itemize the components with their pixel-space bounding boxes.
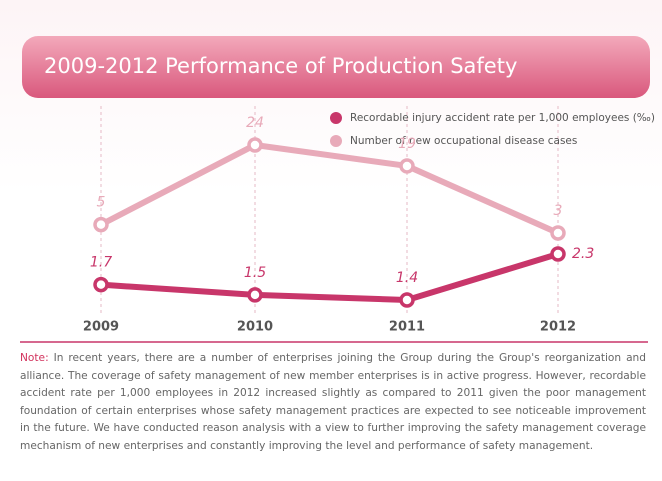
chart-title: 2009-2012 Performance of Production Safe… xyxy=(44,54,517,78)
x-tick-label: 2011 xyxy=(389,320,425,335)
note-label: Note: xyxy=(20,352,49,364)
x-tick-label: 2012 xyxy=(540,320,576,335)
point xyxy=(247,137,263,153)
data-label: 19 xyxy=(398,136,416,152)
chart: 2009-2012 Performance of Production Safe… xyxy=(20,36,655,343)
data-label: 1.7 xyxy=(90,255,112,271)
point xyxy=(550,246,566,262)
data-label: 3 xyxy=(554,203,563,219)
legend-marker xyxy=(330,112,342,124)
title-banner xyxy=(22,36,650,98)
point xyxy=(399,292,415,308)
point xyxy=(550,225,566,241)
data-label: 2.3 xyxy=(572,246,594,262)
note: Note: In recent years, there are a numbe… xyxy=(20,350,646,456)
point xyxy=(93,276,109,293)
data-label: 5 xyxy=(97,195,106,211)
legend-label: Number of new occupational disease cases xyxy=(350,135,577,147)
data-label: 1.4 xyxy=(396,270,418,286)
data-label: 1.5 xyxy=(244,265,266,281)
x-tick-label: 2010 xyxy=(237,320,273,335)
series-line xyxy=(100,251,559,304)
note-text: In recent years, there are a number of e… xyxy=(20,352,647,452)
x-tick-label: 2009 xyxy=(83,320,119,335)
point xyxy=(93,216,109,233)
data-label: 24 xyxy=(246,115,264,131)
legend-marker xyxy=(330,135,342,147)
legend-label: Recordable injury accident rate per 1,00… xyxy=(350,112,655,124)
point xyxy=(247,287,263,303)
point xyxy=(399,158,415,174)
series-line xyxy=(99,141,560,236)
